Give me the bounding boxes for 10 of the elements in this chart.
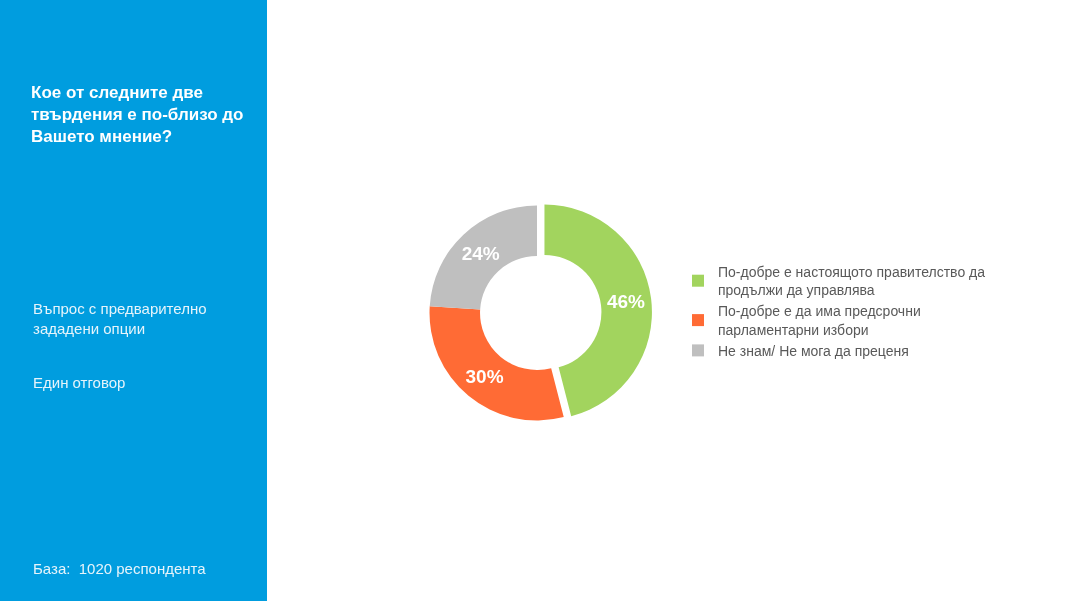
legend-label: Не знам/ Не мога да преценя: [718, 342, 909, 359]
data-label: 24%: [461, 242, 500, 264]
legend-label: По-добре е настоящото правителство да продължи да управлява: [718, 264, 986, 299]
data-label: 30%: [465, 365, 504, 387]
text: База: 1020 респондента: [33, 560, 207, 577]
text: Един отговор: [33, 374, 126, 391]
text: Въпрос с предварително зададени опции: [33, 300, 207, 337]
data-label: 46%: [606, 291, 646, 313]
legend-label: По-добре е да има предсрочни парламентарни избори: [718, 303, 921, 338]
text: Кое от следните две твърдения е по-близо до Вашето мнение?: [31, 83, 244, 147]
